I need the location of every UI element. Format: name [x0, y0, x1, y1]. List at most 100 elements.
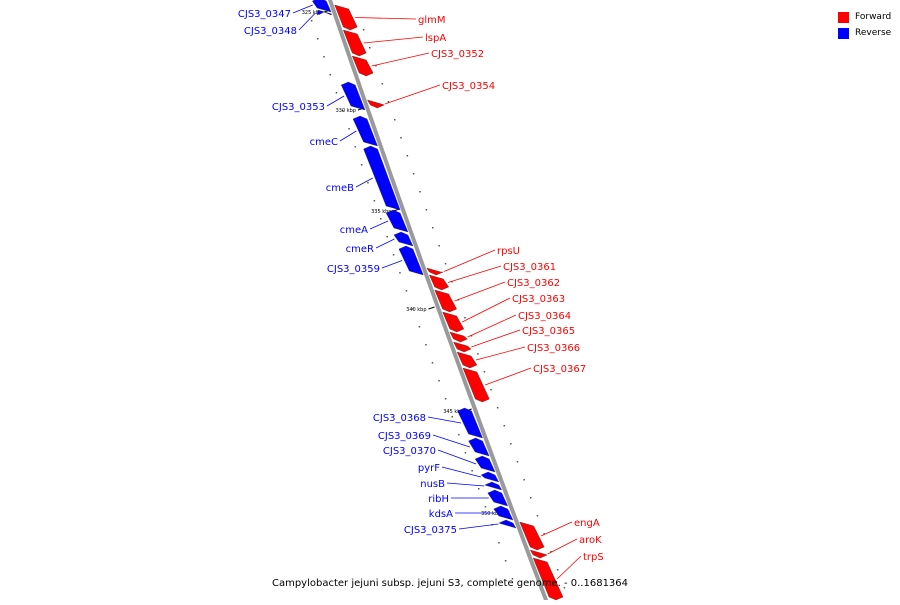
gene-leader-lspa	[363, 36, 424, 44]
gene-label-nusb: nusB	[420, 479, 445, 490]
genome-caption: Campylobacter jejuni subsp. jejuni S3, c…	[271, 578, 629, 589]
gene-block-cmea	[385, 209, 409, 233]
gene-leader-cjs3_0361	[447, 265, 502, 283]
legend-item-reverse: Reverse	[838, 25, 891, 41]
backbone-line	[327, 0, 551, 605]
tick-dot	[354, 146, 357, 148]
tick-dot	[444, 398, 447, 400]
gene-label-cjs3_0363: CJS3_0363	[512, 294, 565, 305]
tick-dot	[419, 191, 421, 193]
tick-dot	[335, 92, 338, 94]
tick-dot	[375, 65, 377, 67]
gene-block-cjs3_0353	[340, 81, 366, 111]
tick-dot	[418, 326, 421, 328]
gene-label-ribh: ribH	[428, 494, 449, 505]
tick-dot	[451, 416, 453, 418]
gene-leader-cmer	[375, 238, 395, 249]
tick-dot	[406, 155, 409, 157]
gene-block-cjs3_0375	[498, 519, 517, 529]
gene-label-cjs3_0369: CJS3_0369	[378, 431, 431, 442]
gene-label-cjs3_0366: CJS3_0366	[527, 343, 580, 354]
gene-block-cjs3_0368	[457, 407, 483, 439]
tick-dot	[438, 380, 440, 382]
gene-block-cmer	[393, 231, 414, 247]
tick-dot	[412, 173, 415, 175]
tick-dot	[484, 506, 487, 508]
gene-block-cjs3_0362	[434, 289, 457, 313]
gene-leader-cjs3_0363	[462, 297, 511, 323]
tick-dot	[451, 281, 453, 283]
tick-dot	[386, 236, 388, 238]
gene-label-cjs3_0348: CJS3_0348	[244, 26, 297, 37]
gene-label-cjs3_0364: CJS3_0364	[518, 311, 571, 322]
legend-item-forward: Forward	[838, 9, 891, 25]
gene-block-cjs3_0367	[462, 367, 490, 403]
tick-dot	[342, 110, 344, 112]
gene-block-trps	[532, 557, 564, 601]
gene-leader-cjs3_0354	[384, 84, 441, 105]
tick-label: 345 kbp	[443, 409, 463, 415]
tick-dot	[530, 497, 532, 499]
gene-leader-arok	[547, 538, 578, 555]
gene-leader-cmeb	[355, 177, 374, 188]
gene-label-pyrf: pyrF	[418, 463, 440, 474]
tick-dot	[373, 200, 376, 202]
tick-dot	[425, 209, 428, 211]
gene-block-glmm	[334, 4, 358, 31]
legend-swatch-forward	[838, 11, 849, 23]
gene-label-cjs3_0368: CJS3_0368	[373, 413, 426, 424]
tick-label: 335 kbp	[371, 209, 391, 215]
tick-dot	[470, 335, 473, 337]
tick-dot	[556, 569, 559, 571]
tick-dot	[478, 488, 480, 490]
gene-block-rpsu	[426, 267, 444, 276]
gene-label-cjs3_0361: CJS3_0361	[503, 262, 556, 273]
gene-label-cjs3_0375: CJS3_0375	[404, 525, 457, 536]
tick-dot	[511, 578, 514, 580]
tick-dot	[550, 551, 552, 553]
tick-dot	[458, 434, 460, 436]
gene-leader-enga	[540, 521, 573, 537]
tick-label: 340 kbp	[406, 307, 426, 313]
gene-block-nusb	[484, 481, 503, 491]
legend-label-forward: Forward	[855, 12, 892, 22]
tick-dot	[367, 182, 369, 184]
gene-block-kdsa	[493, 505, 514, 521]
tick-label: 330 kbp	[336, 108, 356, 114]
tick-dot	[483, 371, 486, 373]
tick-dot	[323, 56, 325, 58]
gene-label-cmea: cmeA	[340, 225, 368, 236]
gene-label-rpsu: rpsU	[497, 246, 520, 257]
gene-leader-cjs3_0368	[427, 416, 462, 424]
tick-dot	[405, 290, 408, 292]
tick-dot	[490, 389, 492, 391]
gene-block-pyrf	[480, 471, 500, 483]
gene-label-cjs3_0370: CJS3_0370	[383, 446, 436, 457]
gene-leader-cjs3_0367	[484, 367, 532, 386]
tick-dot	[329, 74, 331, 76]
tick-dot	[438, 245, 440, 247]
tick-dot	[503, 425, 505, 427]
gene-label-cjs3_0354: CJS3_0354	[442, 81, 495, 92]
gene-leader-cjs3_0365	[471, 329, 521, 348]
gene-leader-cmea	[369, 220, 389, 230]
gene-block-cjs3_0347	[312, 0, 332, 13]
gene-label-arok: aroK	[579, 535, 602, 546]
tick-dot	[523, 479, 525, 481]
gene-block-cjs3_0364	[449, 331, 468, 343]
gene-leader-cjs3_0352	[371, 52, 430, 67]
gene-block-cjs3_0363	[442, 311, 465, 333]
tick-mark	[428, 306, 435, 310]
gene-leader-nusb	[446, 482, 485, 487]
gene-label-cjs3_0347: CJS3_0347	[238, 9, 291, 20]
tick-dot	[471, 470, 473, 472]
tick-dot	[380, 218, 382, 220]
gene-label-cjs3_0367: CJS3_0367	[533, 364, 586, 375]
legend: Forward Reverse	[838, 9, 891, 41]
tick-dot	[464, 452, 467, 454]
gene-leader-glmm	[354, 17, 417, 20]
gene-block-arok	[529, 549, 548, 559]
tick-dot	[310, 20, 313, 22]
